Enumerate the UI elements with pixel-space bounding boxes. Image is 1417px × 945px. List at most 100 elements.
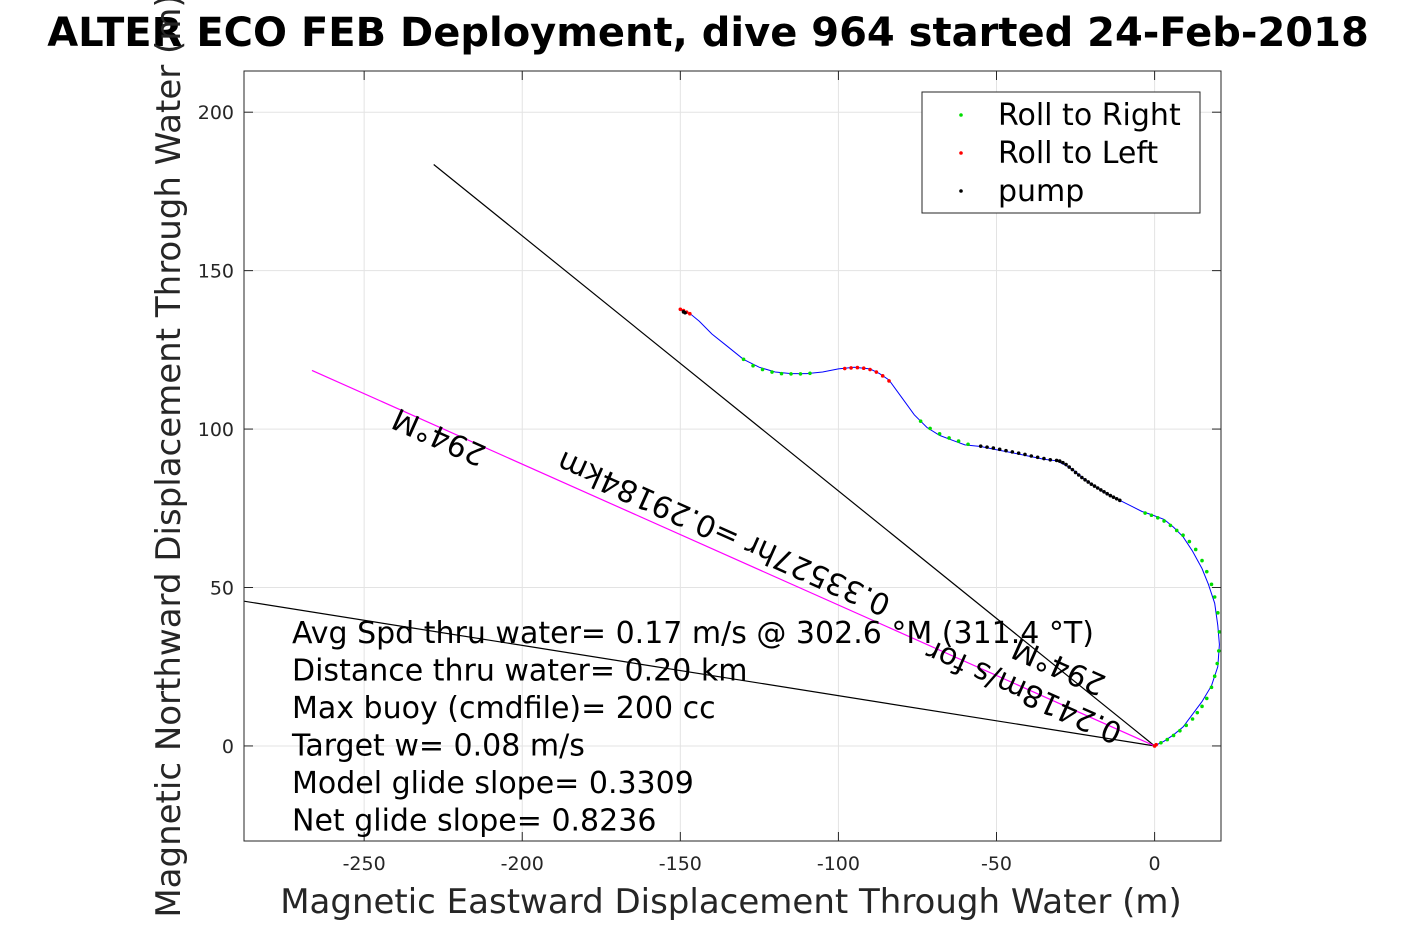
pump-point [1035,455,1040,460]
stats-note-line: Net glide slope= 0.8236 [292,804,656,839]
y-axis-label: Magnetic Northward Displacement Through … [149,0,189,918]
pump-point [1061,460,1065,465]
plot-area [244,164,1221,748]
roll-left-point [880,374,885,378]
pump-point [1102,490,1106,494]
reference-line [244,600,1155,747]
roll-right-point [1212,595,1217,599]
roll-right-point [1212,674,1217,679]
roll-right-point [770,370,774,374]
pump-point [1029,454,1034,458]
roll-right-point [1155,515,1160,520]
pump-point [997,447,1002,452]
legend-label-roll-right: Roll to Right [998,98,1181,133]
roll-right-point [1209,582,1214,587]
reference-lines [244,164,1155,747]
roll-right-point [1216,611,1220,615]
roll-right-point [741,357,746,362]
roll-left-point [849,366,853,370]
pump-point [978,444,983,448]
reference-line [433,164,1155,747]
pump-point [1064,462,1068,467]
roll-right-point [1193,547,1198,552]
roll-left-point [1152,744,1157,748]
pump-point [1076,473,1081,477]
roll-right-point [798,372,803,376]
pump-point [1067,465,1072,469]
pump-point [1054,458,1059,463]
pump-point [1070,467,1075,472]
pump-point [1105,491,1109,496]
stats-note-line: Target w= 0.08 m/s [291,729,585,764]
pump-point [1057,459,1062,463]
roll-right-point [1181,533,1185,538]
roll-right-point [760,367,765,372]
x-tick-label: 0 [1149,853,1161,875]
legend-marker-roll-left [959,151,963,155]
pump-point [1083,477,1087,482]
y-tick-label: 50 [210,578,234,600]
roll-right-point [966,442,970,447]
roll-left-point [678,307,683,312]
roll-left-point [855,365,860,370]
x-tick-label: -250 [343,853,386,875]
roll-right-point [1165,737,1170,742]
roll-right-point [937,432,942,436]
roll-right-point [1216,649,1221,653]
pump-point [1114,496,1119,501]
roll-right-point [947,436,951,440]
pump-point [1086,480,1091,484]
roll-right-point [779,371,784,376]
roll-right-point [751,363,755,368]
y-tick-label: 0 [222,736,234,758]
pump-point [1111,495,1116,499]
pump-point [1095,486,1100,490]
roll-right-point [1171,733,1176,738]
reference-line [311,369,1155,747]
y-tick-label: 100 [198,419,234,441]
roll-right-point [789,372,793,376]
x-axis-label: Magnetic Eastward Displacement Through W… [280,882,1182,922]
stats-note-line: Distance thru water= 0.20 km [292,654,747,689]
pump-point [1092,484,1097,488]
legend-label-roll-left: Roll to Left [998,136,1158,171]
pump-point [1023,452,1027,457]
roll-right-point [808,371,812,376]
axis-ticks: -250 -200 -150 -100 -50 0 0 50 100 150 200 [198,71,1221,875]
pump-point [1004,448,1008,453]
roll-left-point [842,366,847,371]
x-tick-label: -200 [501,853,544,875]
chart-title: ALTER ECO FEB Deployment, dive 964 start… [47,10,1369,56]
roll-right-point [1149,513,1154,518]
roll-right-point [1174,528,1179,533]
plot-frame [243,70,1222,842]
legend: Roll to Right Roll to Left pump [921,91,1201,214]
pump-point [1108,493,1113,498]
pump-point [1073,470,1078,475]
roll-left-point [868,367,872,372]
roll-right-point [1204,569,1209,574]
legend-label-pump: pump [998,174,1084,209]
stats-note-line: Model glide slope= 0.3309 [292,766,694,801]
pump-point [683,310,687,315]
roll-right-point [1159,740,1163,745]
pump-point [1118,498,1122,503]
roll-right-point [1217,630,1221,634]
stats-notes: Avg Spd thru water= 0.17 m/s @ 302.6 °M … [291,616,1094,839]
pump-point [985,445,989,449]
pump-point [1080,475,1084,480]
y-tick-label: 200 [198,102,234,124]
x-tick-label: -100 [817,853,860,875]
roll-right-point [956,439,961,443]
pump-point [1010,450,1015,454]
roll-right-point [1187,539,1192,544]
roll-right-point [1200,558,1204,563]
roll-right-point [1168,523,1173,528]
stats-note-line: Max buoy (cmdfile)= 200 cc [292,691,716,726]
pump-point [1048,458,1053,462]
pump-points [681,310,1122,503]
roll-right-point [1204,696,1209,701]
y-tick-label: 150 [198,261,234,283]
legend-marker-roll-right [959,113,963,117]
